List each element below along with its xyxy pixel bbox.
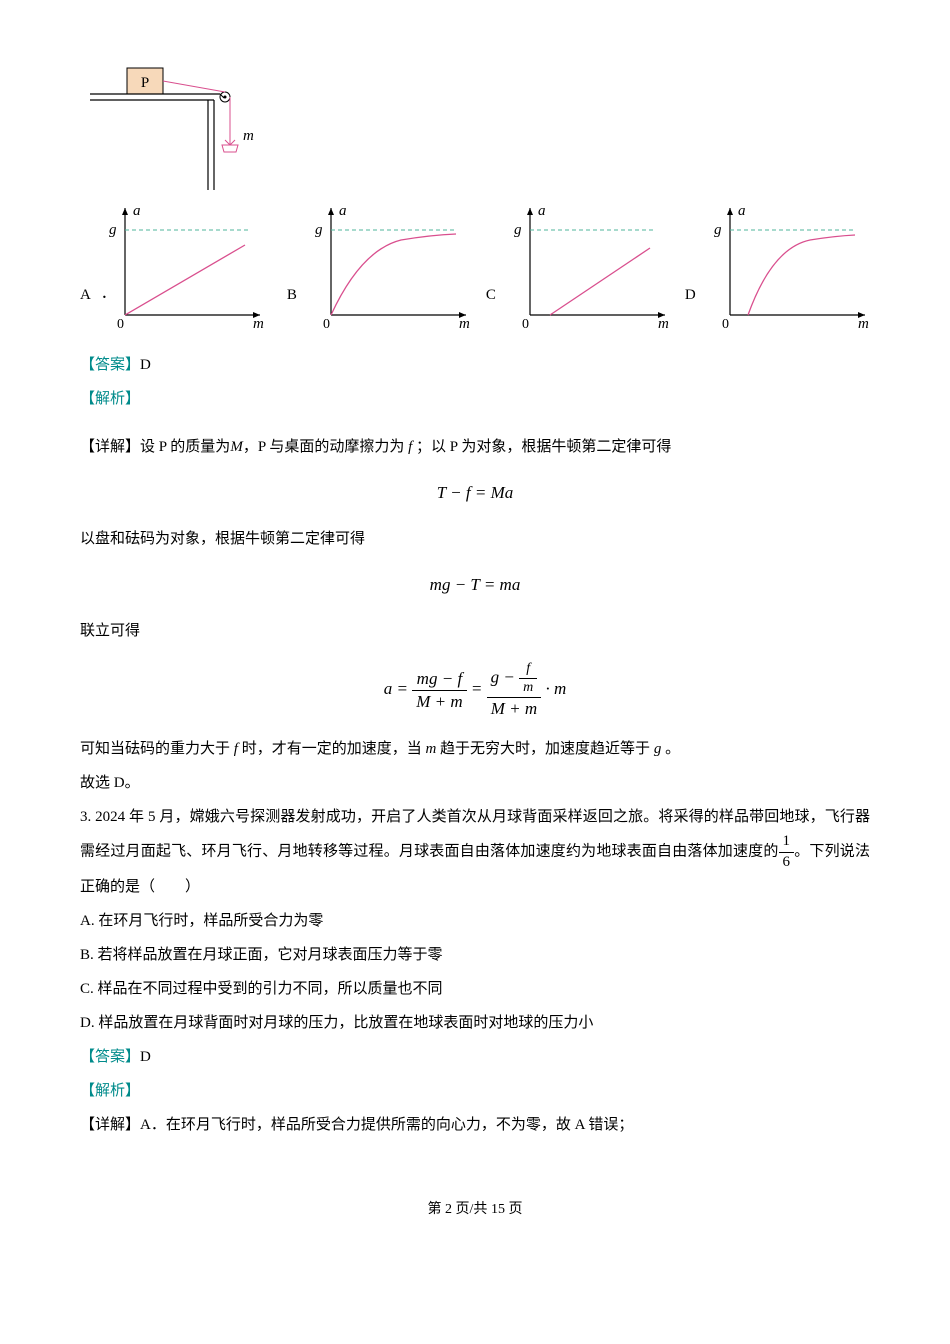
option-d: D a m 0 g [685,200,875,330]
option-label-a: A [80,280,91,310]
page-footer: 第 2 页/共 15 页 [0,1196,950,1224]
q3-body: 3. 2024 年 5 月，嫦娥六号探测器发射成功，开启了人类首次从月球背面采样… [80,802,870,902]
svg-text:g: g [109,222,117,238]
answer-value: D [140,357,151,373]
option-label-d: D [685,280,696,310]
equation-3: a = mg − f M + m = g − fm M + m · m [80,660,870,720]
option-label-c: C [486,280,496,310]
q3-number: 3. [80,809,91,825]
svg-text:0: 0 [117,317,124,330]
svg-text:0: 0 [722,317,729,330]
detail-1-line1: 【详解】设 P 的质量为M，P 与桌面的动摩擦力为 f ；以 P 为对象，根据牛… [80,432,870,462]
option-label-b: B [287,280,297,310]
svg-text:a: a [339,203,347,219]
graph-d-svg: a m 0 g [700,200,875,330]
svg-text:m: m [658,316,669,330]
svg-text:0: 0 [323,317,330,330]
answer2-value: D [140,1049,151,1065]
graph-a-svg: a m 0 g [95,200,270,330]
block-label: P [141,75,149,91]
svg-text:g: g [514,222,522,238]
svg-text:0: 0 [522,317,529,330]
answer-2: 【答案】D [80,1042,870,1072]
analysis-label: 【解析】 [80,391,140,407]
q3-option-d: D. 样品放置在月球背面时对月球的压力，比放置在地球表面时对地球的压力小 [80,1008,870,1038]
analysis-1: 【解析】 [80,384,870,414]
equation-2: mg − T = ma [80,568,870,602]
graph-c-svg: a m 0 g [500,200,675,330]
svg-text:a: a [133,203,141,219]
option-b: B a m 0 g [287,200,476,330]
detail-2-lineA: 【详解】A．在环月飞行时，样品所受合力提供所需的向心力，不为零，故 A 错误； [80,1110,870,1140]
svg-text:m: m [253,316,264,330]
svg-text:m: m [459,316,470,330]
physics-diagram: P m [80,60,870,190]
equation-1: T − f = Ma [80,476,870,510]
answer2-prefix: 【答案】 [80,1049,140,1065]
q3-option-c: C. 样品在不同过程中受到的引力不同，所以质量也不同 [80,974,870,1004]
option-a: A a m 0 g . [80,200,277,330]
svg-text:g: g [714,222,722,238]
table-pulley-svg: P m [80,60,280,190]
analysis-2: 【解析】 [80,1076,870,1106]
detail-1-line5: 故选 D。 [80,768,870,798]
answer-1: 【答案】D [80,350,870,380]
detail-1-line4: 可知当砝码的重力大于 f 时，才有一定的加速度，当 m 趋于无穷大时，加速度趋近… [80,734,870,764]
option-c: C a m 0 g [486,200,675,330]
detail-1-line2: 以盘和砝码为对象，根据牛顿第二定律可得 [80,524,870,554]
svg-text:a: a [738,203,746,219]
answer-prefix: 【答案】 [80,357,140,373]
svg-text:a: a [538,203,546,219]
options-row: A a m 0 g . B a m 0 g [80,200,870,330]
detail-prefix: 【详解】 [80,439,140,455]
q3-option-a: A. 在环月飞行时，样品所受合力为零 [80,906,870,936]
detail-1-line3: 联立可得 [80,616,870,646]
q3-options: A. 在环月飞行时，样品所受合力为零 B. 若将样品放置在月球正面，它对月球表面… [80,906,870,1038]
q3-option-b: B. 若将样品放置在月球正面，它对月球表面压力等于零 [80,940,870,970]
mass-label: m [243,128,254,144]
svg-text:m: m [858,316,869,330]
graph-b-svg: a m 0 g [301,200,476,330]
svg-text:g: g [315,222,323,238]
